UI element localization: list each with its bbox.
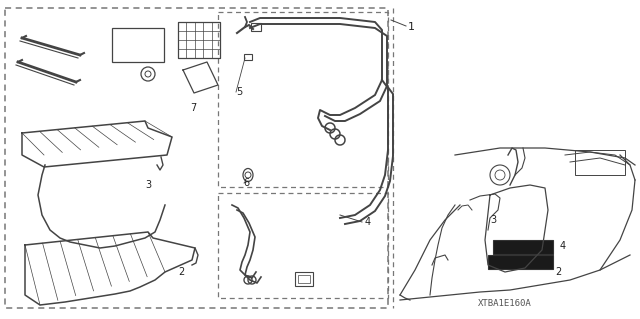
Bar	[244, 54, 252, 60]
Bar	[298, 275, 310, 283]
Text: 3: 3	[490, 215, 496, 225]
Bar	[218, 12, 388, 187]
Text: 3: 3	[145, 180, 151, 190]
Bar	[218, 193, 388, 298]
Bar	[295, 272, 313, 286]
Text: 7: 7	[190, 103, 196, 113]
Bar	[112, 28, 164, 62]
Bar	[488, 255, 553, 269]
Text: XTBA1E160A: XTBA1E160A	[478, 299, 532, 308]
Text: 6: 6	[243, 178, 249, 188]
Bar	[251, 23, 261, 31]
Text: 4: 4	[560, 241, 566, 251]
Text: 5: 5	[236, 87, 243, 97]
Text: 2: 2	[555, 267, 561, 277]
Text: 4: 4	[365, 217, 371, 227]
Bar	[178, 22, 220, 58]
Bar	[493, 240, 553, 254]
Bar	[575, 150, 625, 175]
Bar	[5, 8, 388, 308]
Text: 1: 1	[408, 22, 415, 32]
Text: 2: 2	[178, 267, 184, 277]
